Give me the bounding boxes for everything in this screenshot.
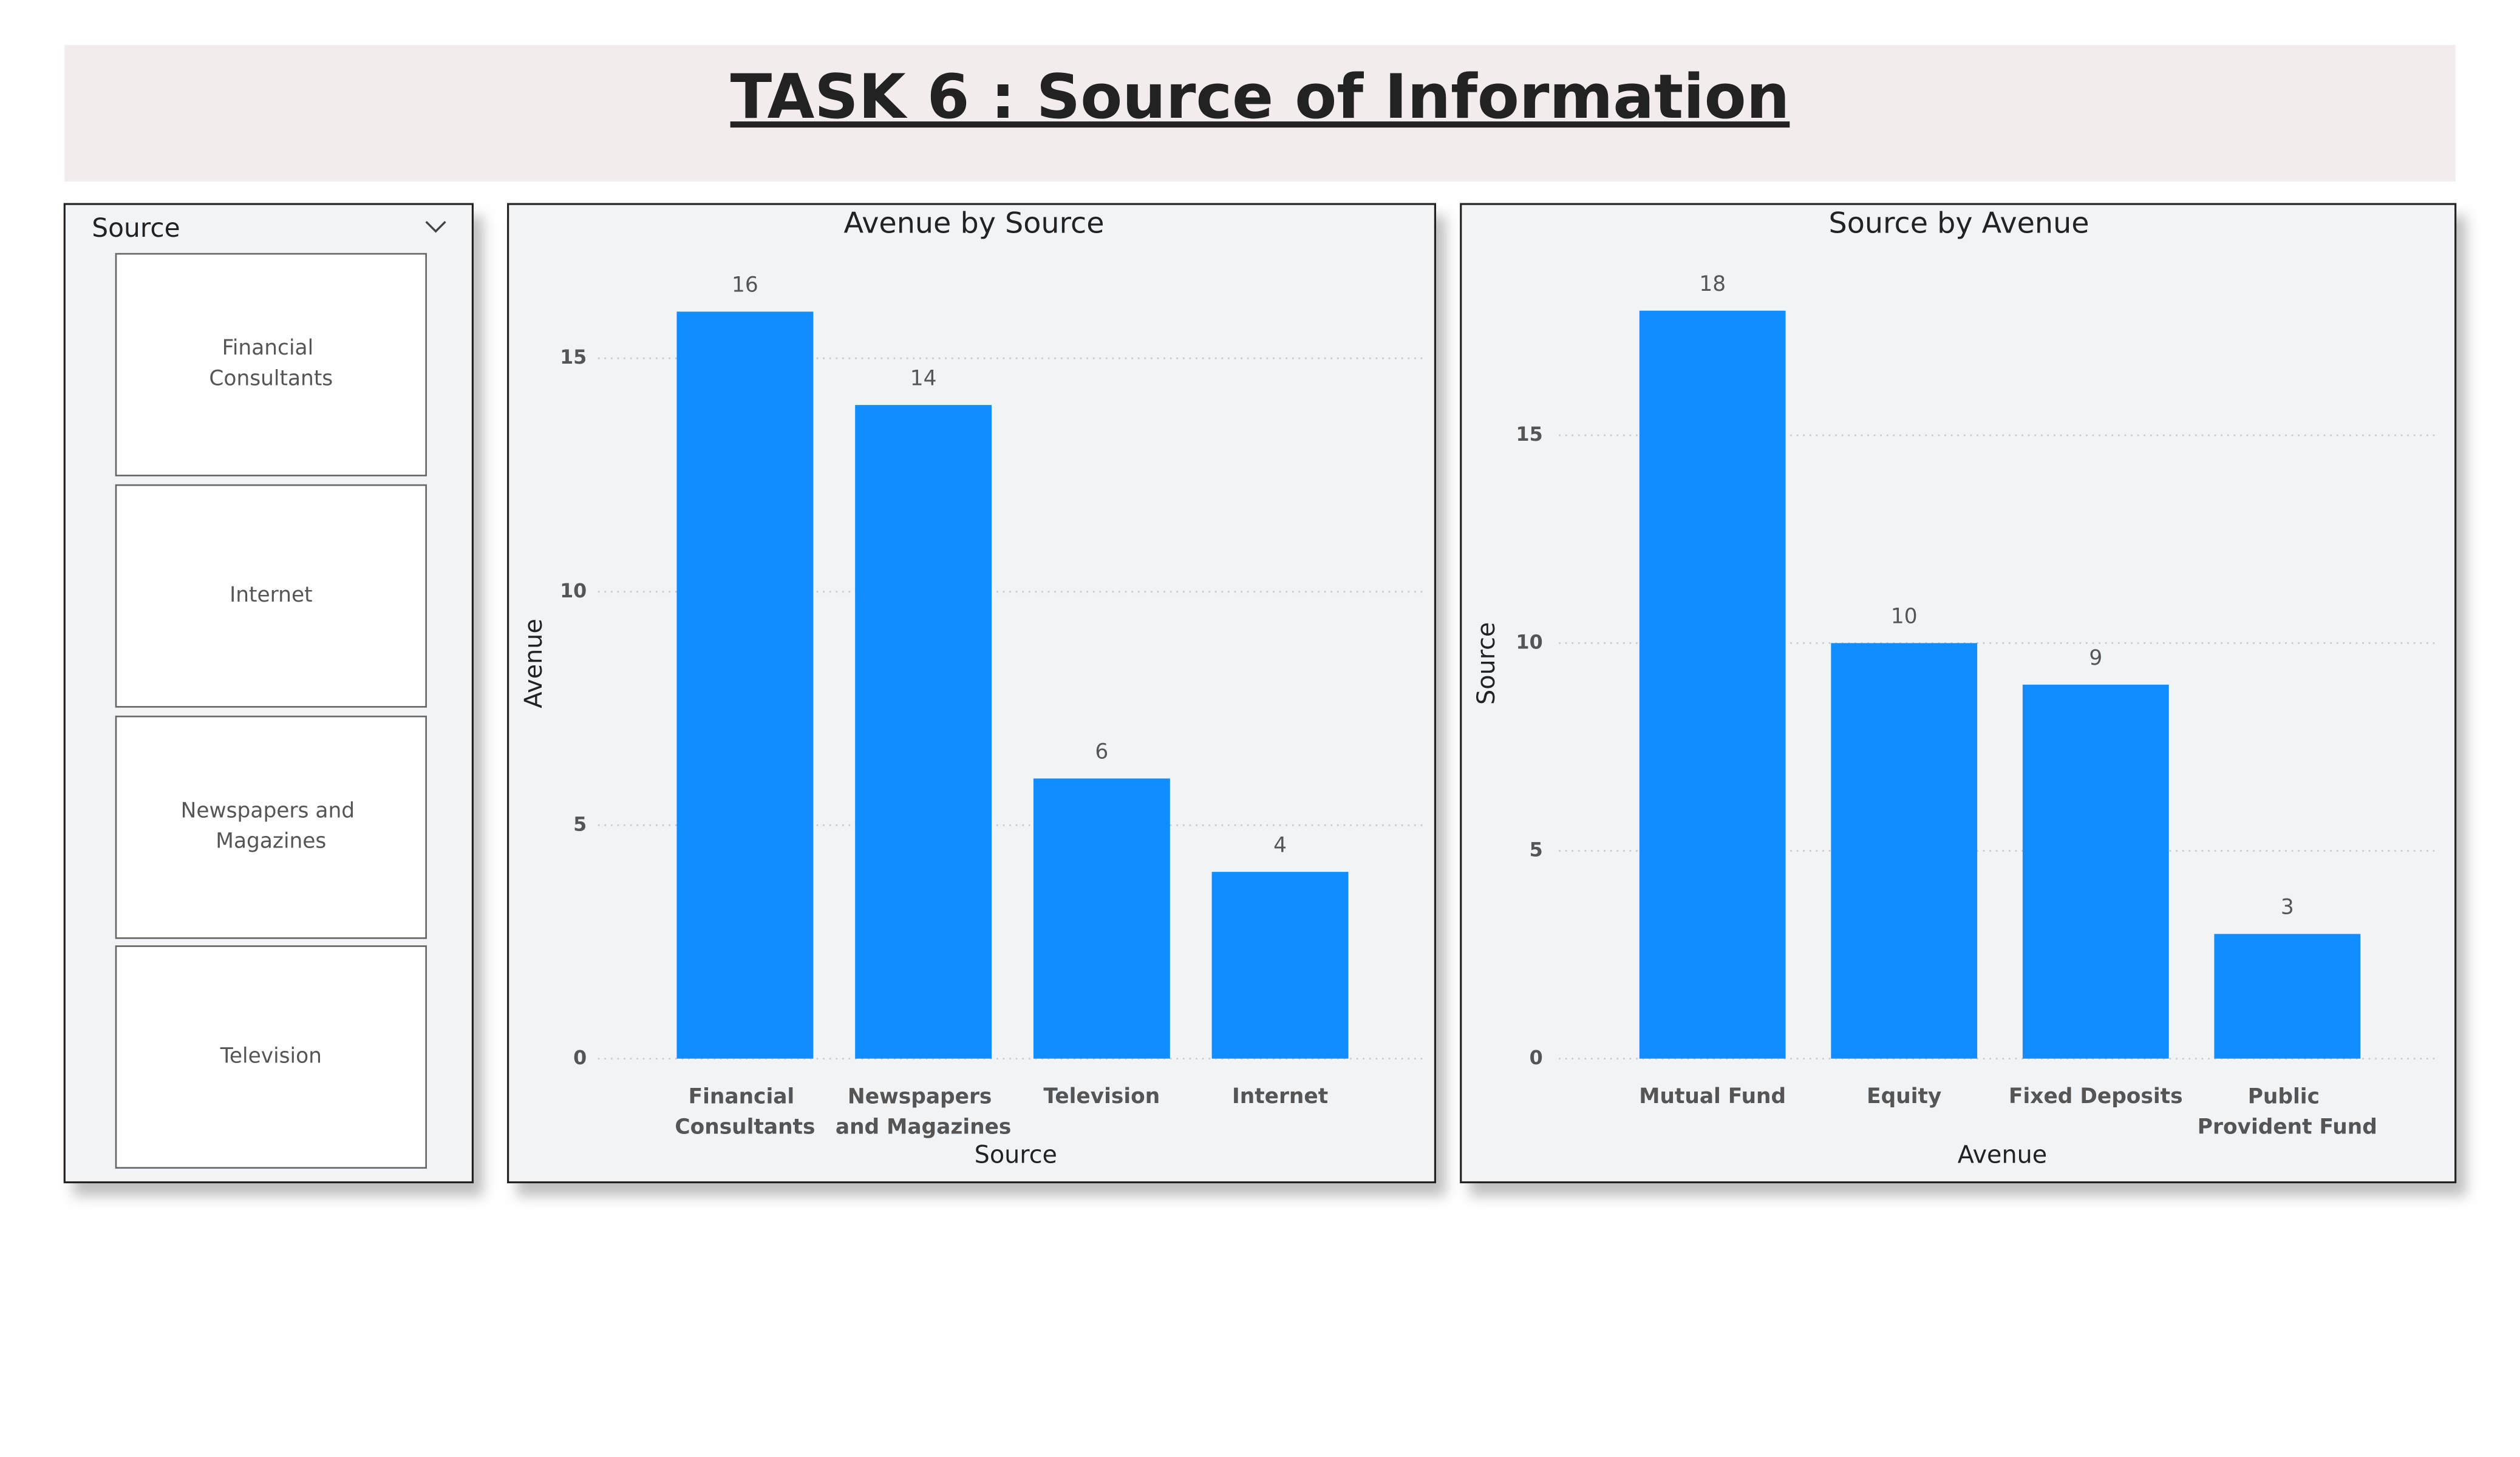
header-band	[64, 45, 2456, 182]
x-tick-label: Fixed Deposits	[2009, 1084, 2183, 1109]
data-label: 18	[1699, 272, 1726, 296]
bar	[2214, 934, 2361, 1059]
slicer-item-label[interactable]: Television	[220, 1044, 322, 1068]
y-tick-label: 10	[1516, 631, 1543, 653]
y-tick-label: 15	[1516, 424, 1543, 446]
bar	[855, 405, 992, 1059]
x-tick-label: Newspapers and Magazines	[836, 1084, 1012, 1139]
slicer-item-label[interactable]: Internet	[230, 583, 313, 607]
y-tick-label: 10	[560, 580, 587, 602]
x-tick-label: Public Provident Fund	[2198, 1084, 2377, 1139]
bar	[2022, 684, 2169, 1059]
x-tick-label: Mutual Fund	[1639, 1084, 1786, 1109]
y-axis-title: Source	[1473, 622, 1500, 705]
data-label: 6	[1095, 740, 1108, 764]
slicer-chevron[interactable]	[425, 220, 446, 233]
slicer-item-label[interactable]: Newspapers and Magazines	[181, 798, 361, 853]
slicer-title: Source	[92, 213, 180, 243]
y-axis-title: Avenue	[520, 619, 548, 708]
y-tick-label: 5	[1530, 840, 1543, 861]
bar	[1211, 872, 1349, 1059]
y-tick-label: 0	[1530, 1047, 1543, 1069]
bar	[1639, 310, 1786, 1059]
data-label: 14	[910, 366, 937, 390]
bar	[1831, 643, 1978, 1059]
bar	[676, 311, 814, 1059]
data-label: 3	[2281, 895, 2294, 920]
slicer-item[interactable]	[115, 253, 427, 477]
x-tick-label: Internet	[1232, 1084, 1328, 1109]
data-label: 10	[1891, 604, 1918, 628]
y-tick-label: 5	[573, 813, 587, 835]
chart-title: Source by Avenue	[1829, 206, 2089, 240]
slicer-item[interactable]	[115, 715, 427, 939]
slicer-item-label[interactable]: Financial Consultants	[209, 336, 333, 390]
x-tick-label: Equity	[1867, 1084, 1941, 1109]
page-title: TASK 6 : Source of Information	[730, 61, 1790, 132]
data-label: 4	[1273, 833, 1287, 857]
slicer-item[interactable]	[115, 484, 427, 708]
data-label: 9	[2089, 646, 2102, 670]
data-label: 16	[732, 273, 758, 297]
chart-title: Avenue by Source	[843, 206, 1104, 240]
x-tick-label: Financial Consultants	[675, 1084, 815, 1139]
x-axis-title: Source	[975, 1141, 1057, 1169]
y-tick-label: 0	[573, 1047, 587, 1069]
slicer-item[interactable]	[115, 945, 427, 1169]
x-tick-label: Television	[1043, 1084, 1160, 1109]
bar	[1033, 778, 1170, 1059]
x-axis-title: Avenue	[1958, 1141, 2047, 1169]
y-tick-label: 15	[560, 347, 587, 368]
